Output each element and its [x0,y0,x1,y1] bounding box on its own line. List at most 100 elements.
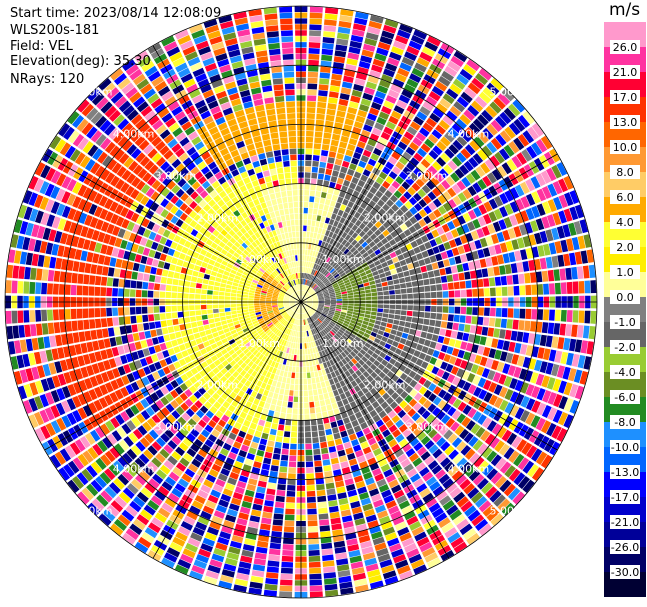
velocity-gate [456,152,467,163]
velocity-gate [515,393,525,406]
velocity-gate [131,351,139,361]
velocity-gate [312,305,318,308]
velocity-gate [563,208,573,222]
velocity-gate [274,387,280,394]
velocity-gate [205,410,214,419]
velocity-gate [278,306,284,309]
velocity-gate [165,383,174,392]
velocity-gate [216,257,223,264]
velocity-gate [401,181,411,190]
velocity-gate [312,298,318,300]
velocity-gate [167,440,178,450]
velocity-gate [72,196,82,209]
velocity-gate [322,336,328,342]
velocity-gate [306,286,310,292]
velocity-gate [367,457,377,466]
velocity-gate [253,322,260,327]
velocity-gate [447,160,458,171]
velocity-gate [361,546,374,555]
velocity-gate [341,291,348,295]
velocity-gate [194,246,202,254]
velocity-gate [257,329,264,334]
velocity-gate [331,402,338,410]
velocity-gate [478,523,492,536]
velocity-gate [361,386,369,394]
velocity-gate [443,259,450,267]
velocity-gate [324,217,331,224]
velocity-gate [563,382,573,396]
velocity-gate [308,555,321,562]
velocity-gate [261,288,268,292]
velocity-gate [269,285,275,290]
velocity-gate [155,437,166,448]
velocity-gate [318,282,324,287]
velocity-gate [151,517,164,529]
velocity-gate [367,437,377,446]
velocity-gate [347,310,353,315]
velocity-gate [200,361,208,369]
velocity-gate [341,81,353,89]
velocity-gate [278,351,283,358]
velocity-gate [283,371,288,378]
velocity-gate [322,269,328,275]
velocity-gate [426,232,434,241]
velocity-gate [307,261,311,268]
velocity-gate [515,198,525,211]
velocity-gate [250,284,257,289]
velocity-gate [226,356,234,363]
velocity-gate [260,523,271,531]
velocity-gate [77,491,90,505]
velocity-gate [131,243,139,253]
velocity-gate [427,165,438,176]
velocity-gate [366,273,373,278]
velocity-gate [420,265,427,273]
velocity-gate [324,13,338,21]
velocity-gate [308,342,312,349]
velocity-gate [172,318,179,326]
velocity-gate [213,308,219,314]
velocity-gate [245,279,252,284]
velocity-gate [281,339,285,346]
velocity-gate [343,248,350,255]
velocity-gate [302,307,304,314]
velocity-gate [146,418,157,428]
velocity-gate [235,349,243,356]
velocity-gate [370,379,378,387]
velocity-gate [268,287,275,291]
velocity-gate [195,315,202,321]
velocity-gate [406,468,418,478]
velocity-gate [301,290,303,297]
velocity-gate [278,297,284,300]
velocity-gate [397,409,407,419]
velocity-gate [105,348,114,359]
velocity-gate [121,509,135,522]
velocity-gate [184,468,196,478]
velocity-gate [347,292,354,296]
velocity-gate [365,360,373,367]
velocity-gate [292,306,297,311]
velocity-gate [344,118,354,126]
velocity-gate [387,208,395,216]
velocity-gate [146,338,154,347]
velocity-gate [556,428,568,442]
velocity-gate [464,448,476,460]
velocity-gate [108,464,120,477]
velocity-gate [371,245,379,252]
velocity-gate [212,484,224,493]
velocity-gate [320,405,327,412]
velocity-gate [73,210,82,222]
velocity-gate [328,323,334,329]
velocity-gate [177,526,191,537]
velocity-gate [58,309,65,320]
velocity-gate [393,190,403,199]
velocity-gate [477,345,485,355]
velocity-gate [283,298,290,301]
velocity-gate [140,398,150,409]
velocity-gate [50,390,60,403]
velocity-gate [499,399,509,412]
velocity-gate [407,305,413,311]
velocity-gate [272,417,279,424]
velocity-gate [312,257,317,263]
velocity-gate [507,228,516,239]
velocity-gate [384,343,392,350]
